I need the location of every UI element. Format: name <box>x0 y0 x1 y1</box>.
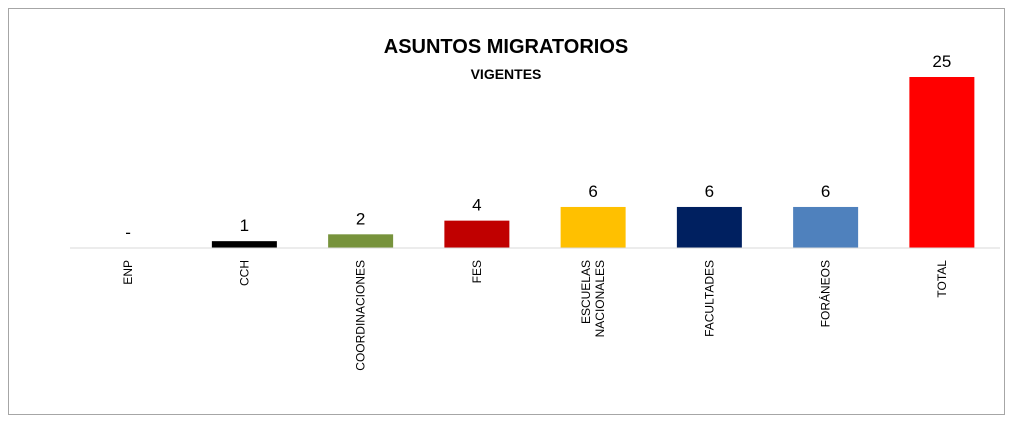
value-label: 2 <box>356 209 365 228</box>
value-label: 25 <box>932 52 951 71</box>
value-label: 6 <box>821 182 830 201</box>
x-tick-label: TOTAL <box>935 260 949 298</box>
chart-title: ASUNTOS MIGRATORIOS <box>384 36 628 58</box>
bar <box>328 234 394 248</box>
bar <box>211 241 277 248</box>
x-tick-label: COORDINACIONES <box>354 260 368 371</box>
value-label: - <box>125 223 131 242</box>
x-tick-label: FORÁNEOS <box>818 260 833 327</box>
bar <box>444 220 510 248</box>
bar <box>909 77 975 248</box>
value-label: 4 <box>472 196 481 215</box>
bar <box>560 206 626 248</box>
value-label: 6 <box>588 182 597 201</box>
bar <box>793 206 859 248</box>
x-tick-label: CCH <box>237 260 251 286</box>
x-tick-label: ENP <box>121 260 135 285</box>
x-tick-label: FES <box>470 260 484 283</box>
x-tick-label: FACULTADES <box>702 260 716 337</box>
value-label: 1 <box>240 216 249 235</box>
value-label: 6 <box>705 182 714 201</box>
bar <box>676 206 742 248</box>
x-tick-label: ESCUELASNACIONALES <box>579 260 607 337</box>
chart-subtitle: VIGENTES <box>471 66 542 82</box>
